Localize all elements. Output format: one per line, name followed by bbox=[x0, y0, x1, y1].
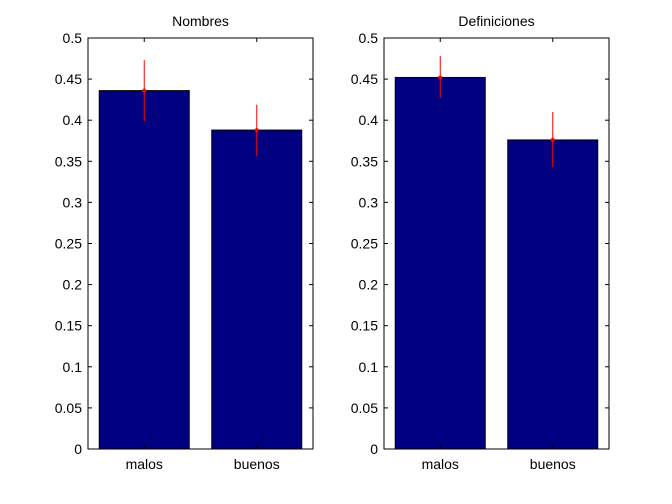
y-tick-label: 0.5 bbox=[63, 30, 83, 46]
chart-nombres: Nombres malos buenos 0 0.05 0.1 0.15 0.2 0.25 0.… bbox=[55, 13, 314, 472]
y-tick-label: 0.2 bbox=[359, 277, 379, 293]
error-point-malos bbox=[142, 88, 147, 93]
bar-buenos bbox=[507, 139, 599, 450]
bar-malos bbox=[98, 90, 190, 450]
chart-definiciones: Definiciones malos buenos 0 0.05 0.1 0.15 0.2 0… bbox=[351, 13, 610, 472]
bar-malos bbox=[394, 76, 486, 450]
y-tick-label: 0.45 bbox=[351, 71, 378, 87]
y-tick-label: 0 bbox=[370, 441, 378, 457]
y-tick-label: 0.25 bbox=[351, 236, 378, 252]
bar-buenos bbox=[211, 129, 303, 450]
y-tick-label: 0.1 bbox=[359, 359, 379, 375]
y-tick-label: 0.35 bbox=[351, 153, 378, 169]
plot-frame bbox=[87, 37, 314, 450]
y-tick-label: 0.1 bbox=[63, 359, 83, 375]
plot-frame bbox=[383, 37, 610, 450]
y-tick-label: 0.05 bbox=[55, 400, 82, 416]
error-point-buenos bbox=[550, 137, 555, 142]
x-tick-label: malos bbox=[126, 456, 163, 472]
y-tick-label: 0.2 bbox=[63, 277, 83, 293]
y-tick-label: 0.15 bbox=[351, 318, 378, 334]
y-tick-label: 0.3 bbox=[359, 194, 379, 210]
y-tick-label: 0.45 bbox=[55, 71, 82, 87]
y-tick-label: 0.15 bbox=[55, 318, 82, 334]
chart-title: Definiciones bbox=[458, 13, 534, 29]
chart-title: Nombres bbox=[172, 13, 229, 29]
y-tick-label: 0.5 bbox=[359, 30, 379, 46]
error-point-buenos bbox=[254, 128, 259, 133]
y-tick-label: 0.4 bbox=[359, 112, 379, 128]
x-tick-label: malos bbox=[422, 456, 459, 472]
x-tick-label: buenos bbox=[234, 456, 280, 472]
y-tick-label: 0.25 bbox=[55, 236, 82, 252]
y-tick-label: 0.35 bbox=[55, 153, 82, 169]
x-tick-label: buenos bbox=[530, 456, 576, 472]
y-tick-label: 0.4 bbox=[63, 112, 83, 128]
y-tick-label: 0.3 bbox=[63, 194, 83, 210]
y-tick-label: 0 bbox=[74, 441, 82, 457]
error-point-malos bbox=[438, 75, 443, 80]
y-tick-label: 0.05 bbox=[351, 400, 378, 416]
